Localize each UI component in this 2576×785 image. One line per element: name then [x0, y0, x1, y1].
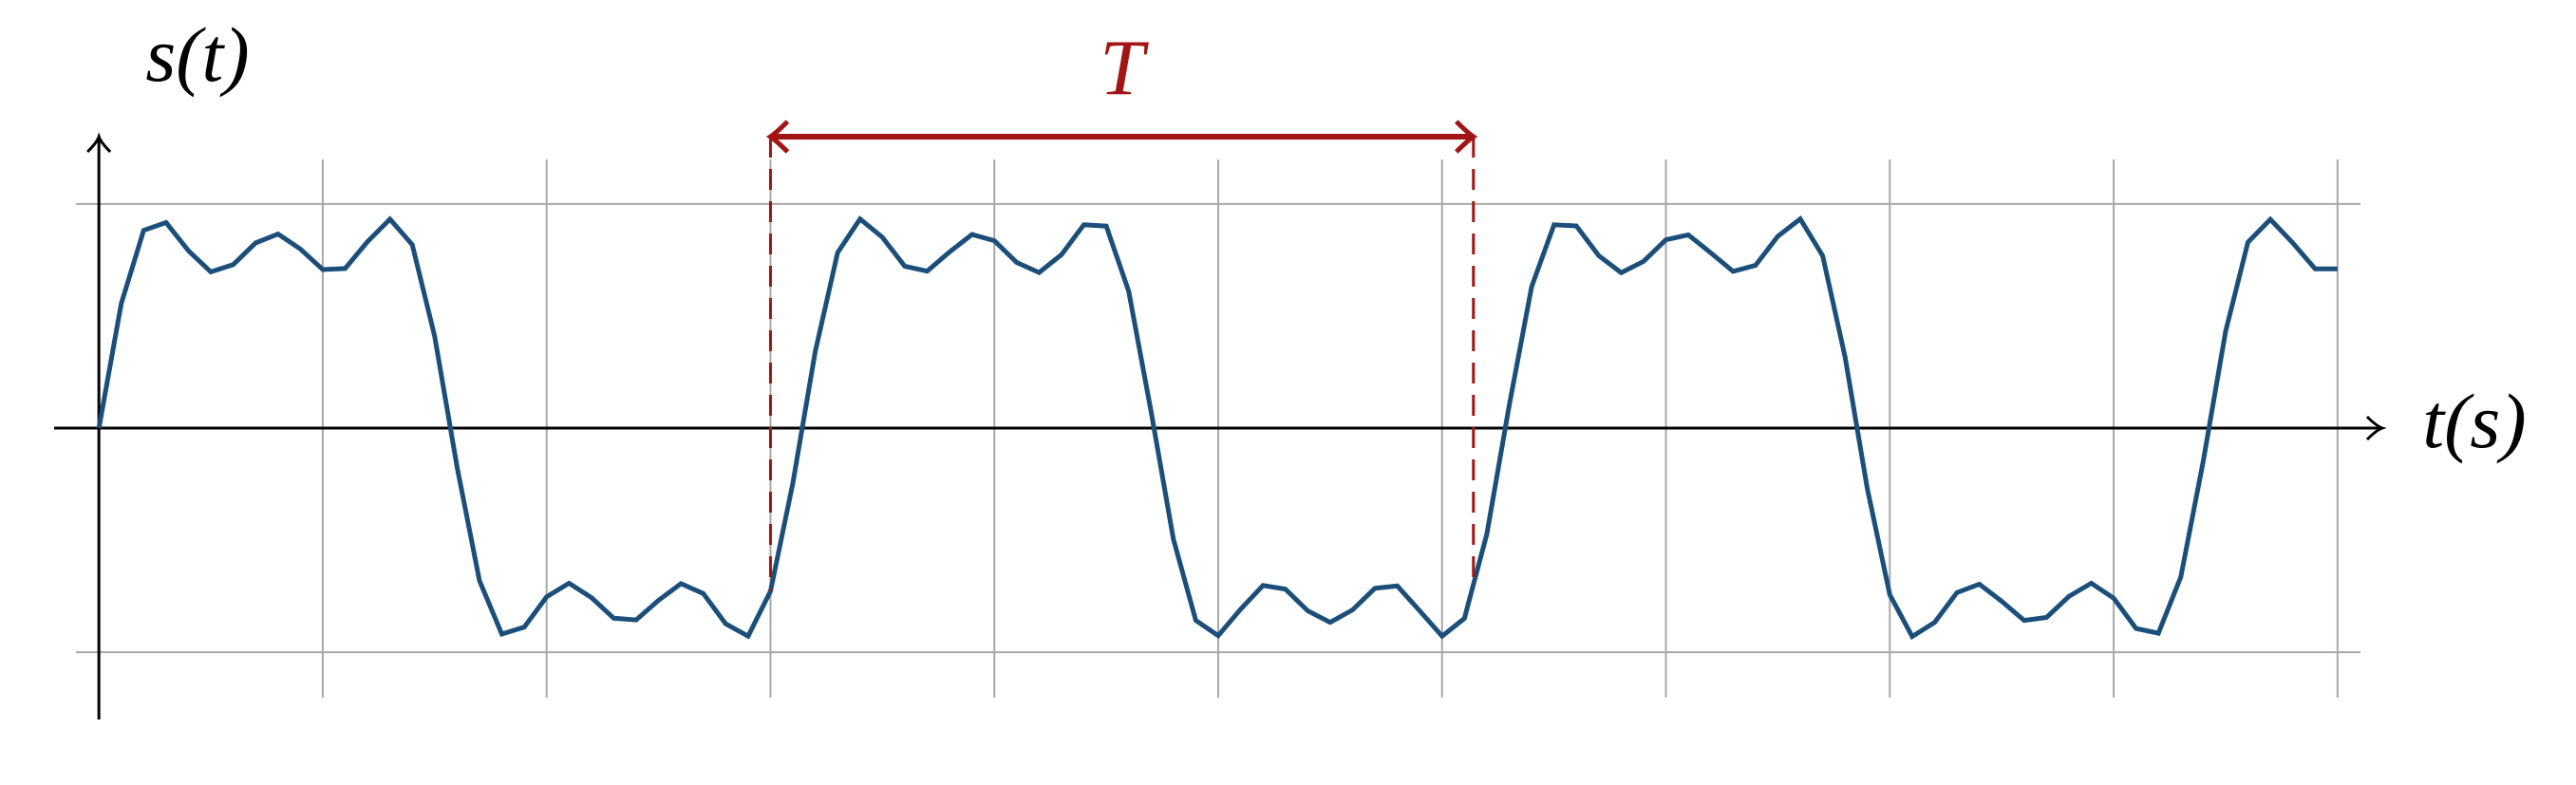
period-arrow-head: [1455, 120, 1478, 154]
y-axis-label: s(t): [145, 11, 249, 98]
period-label: T: [1100, 24, 1149, 112]
x-axis-arrow: [2365, 415, 2387, 441]
y-axis-arrow: [86, 132, 112, 154]
period-arrow-head: [765, 120, 790, 154]
signal-line: [96, 215, 2338, 641]
x-axis-label: t(s): [2422, 378, 2526, 464]
